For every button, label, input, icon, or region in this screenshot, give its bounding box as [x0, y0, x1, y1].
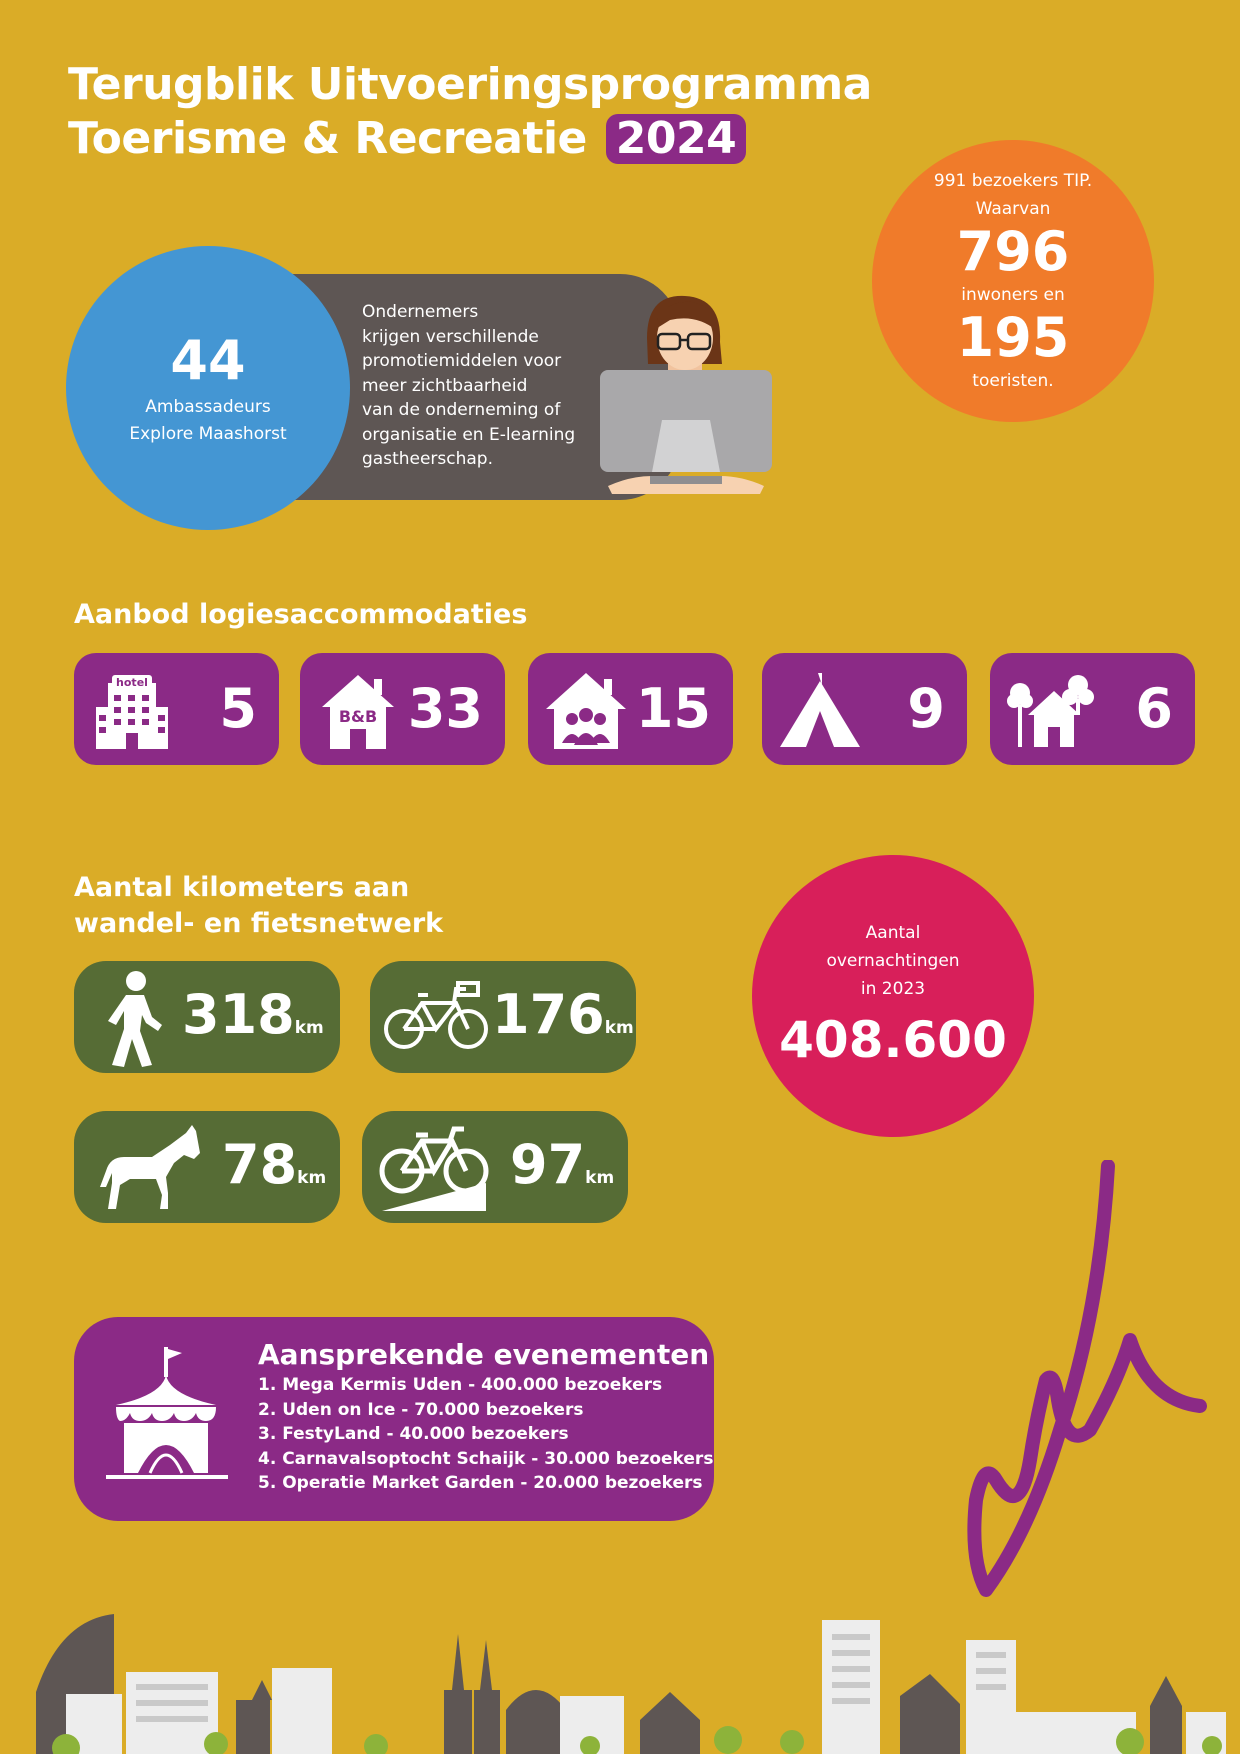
tip-tourists-label: toeristen.: [972, 371, 1054, 391]
ambassadors-description: Ondernemers krijgen verschillende promot…: [362, 300, 612, 472]
computer-user-illustration: [600, 295, 772, 494]
decorative-flourish: [967, 1160, 1207, 1597]
km-unit: km: [294, 1018, 324, 1038]
description-line: Ondernemers: [362, 302, 479, 322]
bnb-icon: B&B: [322, 675, 394, 749]
tip-residents-number: 796: [956, 220, 1070, 283]
events-heading: Aansprekende evenementen: [258, 1338, 710, 1371]
km-unit: km: [585, 1168, 615, 1188]
accommodation-count-holiday-home: 6: [1135, 677, 1173, 740]
accommodation-card-camping: 9: [762, 653, 967, 765]
title-line-2: Toerisme & Recreatie: [68, 113, 587, 164]
accommodation-count-hotel: 5: [219, 677, 257, 740]
tent-icon: [780, 673, 860, 747]
events-list: 1. Mega Kermis Uden - 400.000 bezoekers …: [258, 1373, 713, 1496]
accommodation-count-bnb: 33: [407, 677, 483, 740]
network-value-mountain-bike: 97km: [510, 1133, 614, 1210]
cycling-km-value: 176: [492, 983, 605, 1046]
tip-tourists-number: 195: [956, 306, 1070, 369]
network-card-horse: 78km: [74, 1111, 340, 1223]
description-line: meer zichtbaarheid: [362, 375, 528, 396]
holiday-home-icon: [1007, 675, 1094, 747]
overnight-label-2: overnachtingen: [826, 951, 960, 971]
accommodation-card-bnb: B&B 33: [300, 653, 505, 765]
walking-km-value: 318: [182, 983, 295, 1046]
group-accommodation-icon: [546, 673, 626, 749]
events-panel: Aansprekende evenementen 1. Mega Kermis …: [74, 1317, 714, 1521]
tip-waarvan-text: Waarvan: [975, 199, 1051, 219]
ambassadors-sublabel: Explore Maashorst: [129, 424, 287, 444]
tip-residents-label: inwoners en: [961, 285, 1065, 305]
bnb-sign-text: B&B: [339, 707, 377, 726]
hotel-icon: hotel: [96, 675, 168, 749]
accommodation-count-group: 15: [635, 677, 711, 740]
overnight-stays-circle: Aantal overnachtingen in 2023 408.600: [752, 855, 1034, 1137]
network-heading: Aantal kilometers aan wandel- en fietsne…: [74, 870, 443, 942]
mountain-bike-km-value: 97: [510, 1133, 586, 1196]
event-item: 4. Carnavalsoptocht Schaijk - 30.000 bez…: [258, 1448, 714, 1469]
accommodation-card-holiday-home: 6: [990, 653, 1195, 765]
description-line: van de onderneming of: [362, 400, 561, 420]
km-unit: km: [297, 1168, 327, 1188]
description-line: promotiemiddelen voor: [362, 351, 562, 371]
event-item: 3. FestyLand - 40.000 bezoekers: [258, 1424, 569, 1444]
network-heading-line-2: wandel- en fietsnetwerk: [74, 908, 444, 939]
description-line: gastheerschap.: [362, 449, 494, 469]
ambassadors-label: Ambassadeurs: [145, 397, 271, 417]
ambassadors-count: 44: [170, 329, 246, 392]
description-line: krijgen verschillende: [362, 326, 539, 347]
network-card-walking: 318km: [74, 961, 340, 1073]
network-value-walking: 318km: [182, 983, 324, 1060]
horse-icon: [100, 1125, 200, 1209]
event-item: 5. Operatie Market Garden - 20.000 bezoe…: [258, 1473, 703, 1493]
accommodation-count-camping: 9: [907, 677, 945, 740]
title-year-badge: 2024: [605, 114, 747, 164]
overnight-label-1: Aantal: [865, 923, 921, 943]
network-card-cycling: 176km: [370, 961, 636, 1073]
tip-visitors-text: 991 bezoekers TIP.: [933, 171, 1093, 191]
title-line-1: Terugblik Uitvoeringsprogramma: [68, 59, 872, 110]
network-heading-line-1: Aantal kilometers aan: [74, 872, 410, 903]
page-title: Terugblik Uitvoeringsprogramma Toerisme …: [68, 58, 872, 166]
overnight-value: 408.600: [779, 1011, 1007, 1069]
bicycle-icon: [384, 981, 488, 1049]
circus-tent-icon: [106, 1347, 228, 1479]
tip-visitors-circle: 991 bezoekers TIP. Waarvan 796 inwoners …: [872, 140, 1154, 422]
event-item: 2. Uden on Ice - 70.000 bezoekers: [258, 1399, 584, 1420]
accommodations-heading: Aanbod logiesaccommodaties: [74, 599, 528, 630]
accommodation-card-group: 15: [528, 653, 733, 765]
km-unit: km: [604, 1018, 634, 1038]
description-line: organisatie en E-learning: [362, 424, 576, 445]
accommodation-card-hotel: hotel 5: [74, 653, 279, 765]
network-card-mountain-bike: 97km: [362, 1111, 628, 1223]
horse-km-value: 78: [222, 1133, 298, 1196]
network-value-horse: 78km: [222, 1133, 326, 1210]
city-skyline-illustration: [36, 1614, 1226, 1754]
hotel-sign-text: hotel: [116, 676, 148, 689]
walking-icon: [108, 971, 162, 1067]
overnight-label-3: in 2023: [860, 979, 926, 999]
ambassadors-circle: 44 Ambassadeurs Explore Maashorst: [66, 246, 350, 530]
event-item: 1. Mega Kermis Uden - 400.000 bezoekers: [258, 1375, 663, 1395]
mountain-bike-icon: [379, 1126, 489, 1211]
network-value-cycling: 176km: [492, 983, 634, 1060]
